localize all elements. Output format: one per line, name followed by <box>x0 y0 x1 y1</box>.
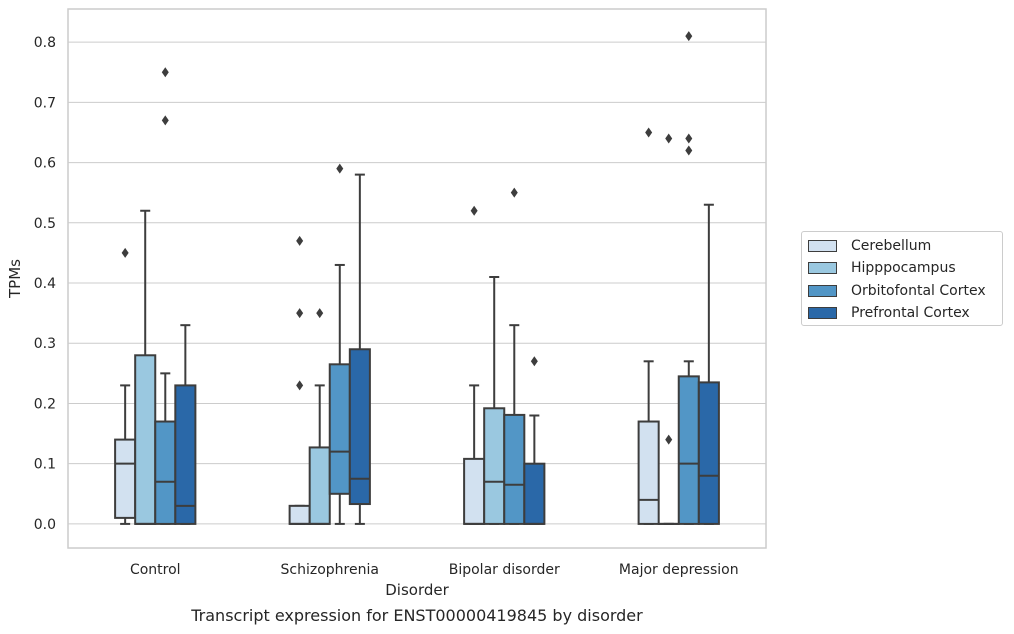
box-c2-s0 <box>463 457 486 525</box>
y-tick-label-0: 0.0 <box>34 517 56 533</box>
x-axis-label: Disorder <box>385 581 449 599</box>
box-c2-s3 <box>523 462 546 525</box>
y-tick-label-4: 0.4 <box>34 276 56 292</box>
box-c1-s2 <box>328 363 351 495</box>
box-c1-s1 <box>308 446 331 525</box>
x-tick-label-0: Control <box>130 562 181 578</box>
flier-c0-s2-1 <box>161 67 169 78</box>
y-tick-label-8: 0.8 <box>34 35 56 51</box>
box-c0-s3 <box>174 384 197 525</box>
legend-swatch-hippocampus <box>808 262 837 274</box>
legend-label-orbitofrontal: Orbitofontal Cortex <box>851 283 986 299</box>
y-tick-label-1: 0.1 <box>34 457 56 473</box>
x-tick-label-2: Bipolar disorder <box>449 562 560 578</box>
legend-item-prefrontal: Prefrontal Cortex <box>808 304 970 322</box>
figure-caption: Transcript expression for ENST0000041984… <box>191 606 643 625</box>
box-c2-s2 <box>503 413 526 525</box>
flier-c0-s0-0 <box>121 247 129 258</box>
flier-c2-s0-0 <box>470 205 478 216</box>
box-c0-s0 <box>114 438 137 519</box>
y-axis-label: TPMs <box>6 259 24 299</box>
legend-item-orbitofrontal: Orbitofontal Cortex <box>808 282 986 300</box>
y-tick-label-5: 0.5 <box>34 216 56 232</box>
box-c2-s1 <box>483 407 506 525</box>
box-c1-s3 <box>348 348 371 506</box>
legend-item-cerebellum: Cerebellum <box>808 237 931 255</box>
legend-swatch-orbitofrontal <box>808 285 837 297</box>
box-c3-s2 <box>677 375 700 525</box>
flier-c1-s0-1 <box>296 308 304 319</box>
y-tick-label-2: 0.2 <box>34 396 56 412</box>
flier-c3-s2-0 <box>685 145 693 156</box>
flier-c2-s3-0 <box>530 356 538 367</box>
flier-c1-s0-2 <box>296 235 304 246</box>
legend-label-hippocampus: Hipppocampus <box>851 260 956 276</box>
flier-c1-s0-0 <box>296 380 304 391</box>
x-tick-label-3: Major depression <box>619 562 739 578</box>
x-tick-label-1: Schizophrenia <box>281 562 379 578</box>
y-tick-label-6: 0.6 <box>34 156 56 172</box>
box-c0-s1 <box>134 354 157 525</box>
flier-c3-s2-2 <box>685 31 693 42</box>
legend-swatch-cerebellum <box>808 240 837 252</box>
flier-c3-s1-1 <box>665 133 673 144</box>
box-c3-s3 <box>697 381 720 525</box>
y-tick-label-7: 0.7 <box>34 95 56 111</box>
legend-label-cerebellum: Cerebellum <box>851 238 932 254</box>
flier-c0-s2-0 <box>161 115 169 126</box>
legend-label-prefrontal: Prefrontal Cortex <box>851 305 970 321</box>
box-c0-s2 <box>154 420 177 525</box>
legend-swatch-prefrontal <box>808 307 837 319</box>
legend-item-hippocampus: Hipppocampus <box>808 259 956 277</box>
flier-c3-s1-0 <box>665 434 673 445</box>
chart-legend: Cerebellum Hipppocampus Orbitofontal Cor… <box>801 231 1003 326</box>
flier-c3-s0-0 <box>645 127 653 138</box>
plot-frame <box>67 8 767 549</box>
flier-c1-s1-0 <box>316 308 324 319</box>
flier-c2-s2-0 <box>510 187 518 198</box>
box-c3-s0 <box>637 420 660 525</box>
y-tick-label-3: 0.3 <box>34 336 56 352</box>
box-c1-s0 <box>288 504 311 525</box>
flier-c1-s2-0 <box>336 163 344 174</box>
flier-c3-s2-1 <box>685 133 693 144</box>
